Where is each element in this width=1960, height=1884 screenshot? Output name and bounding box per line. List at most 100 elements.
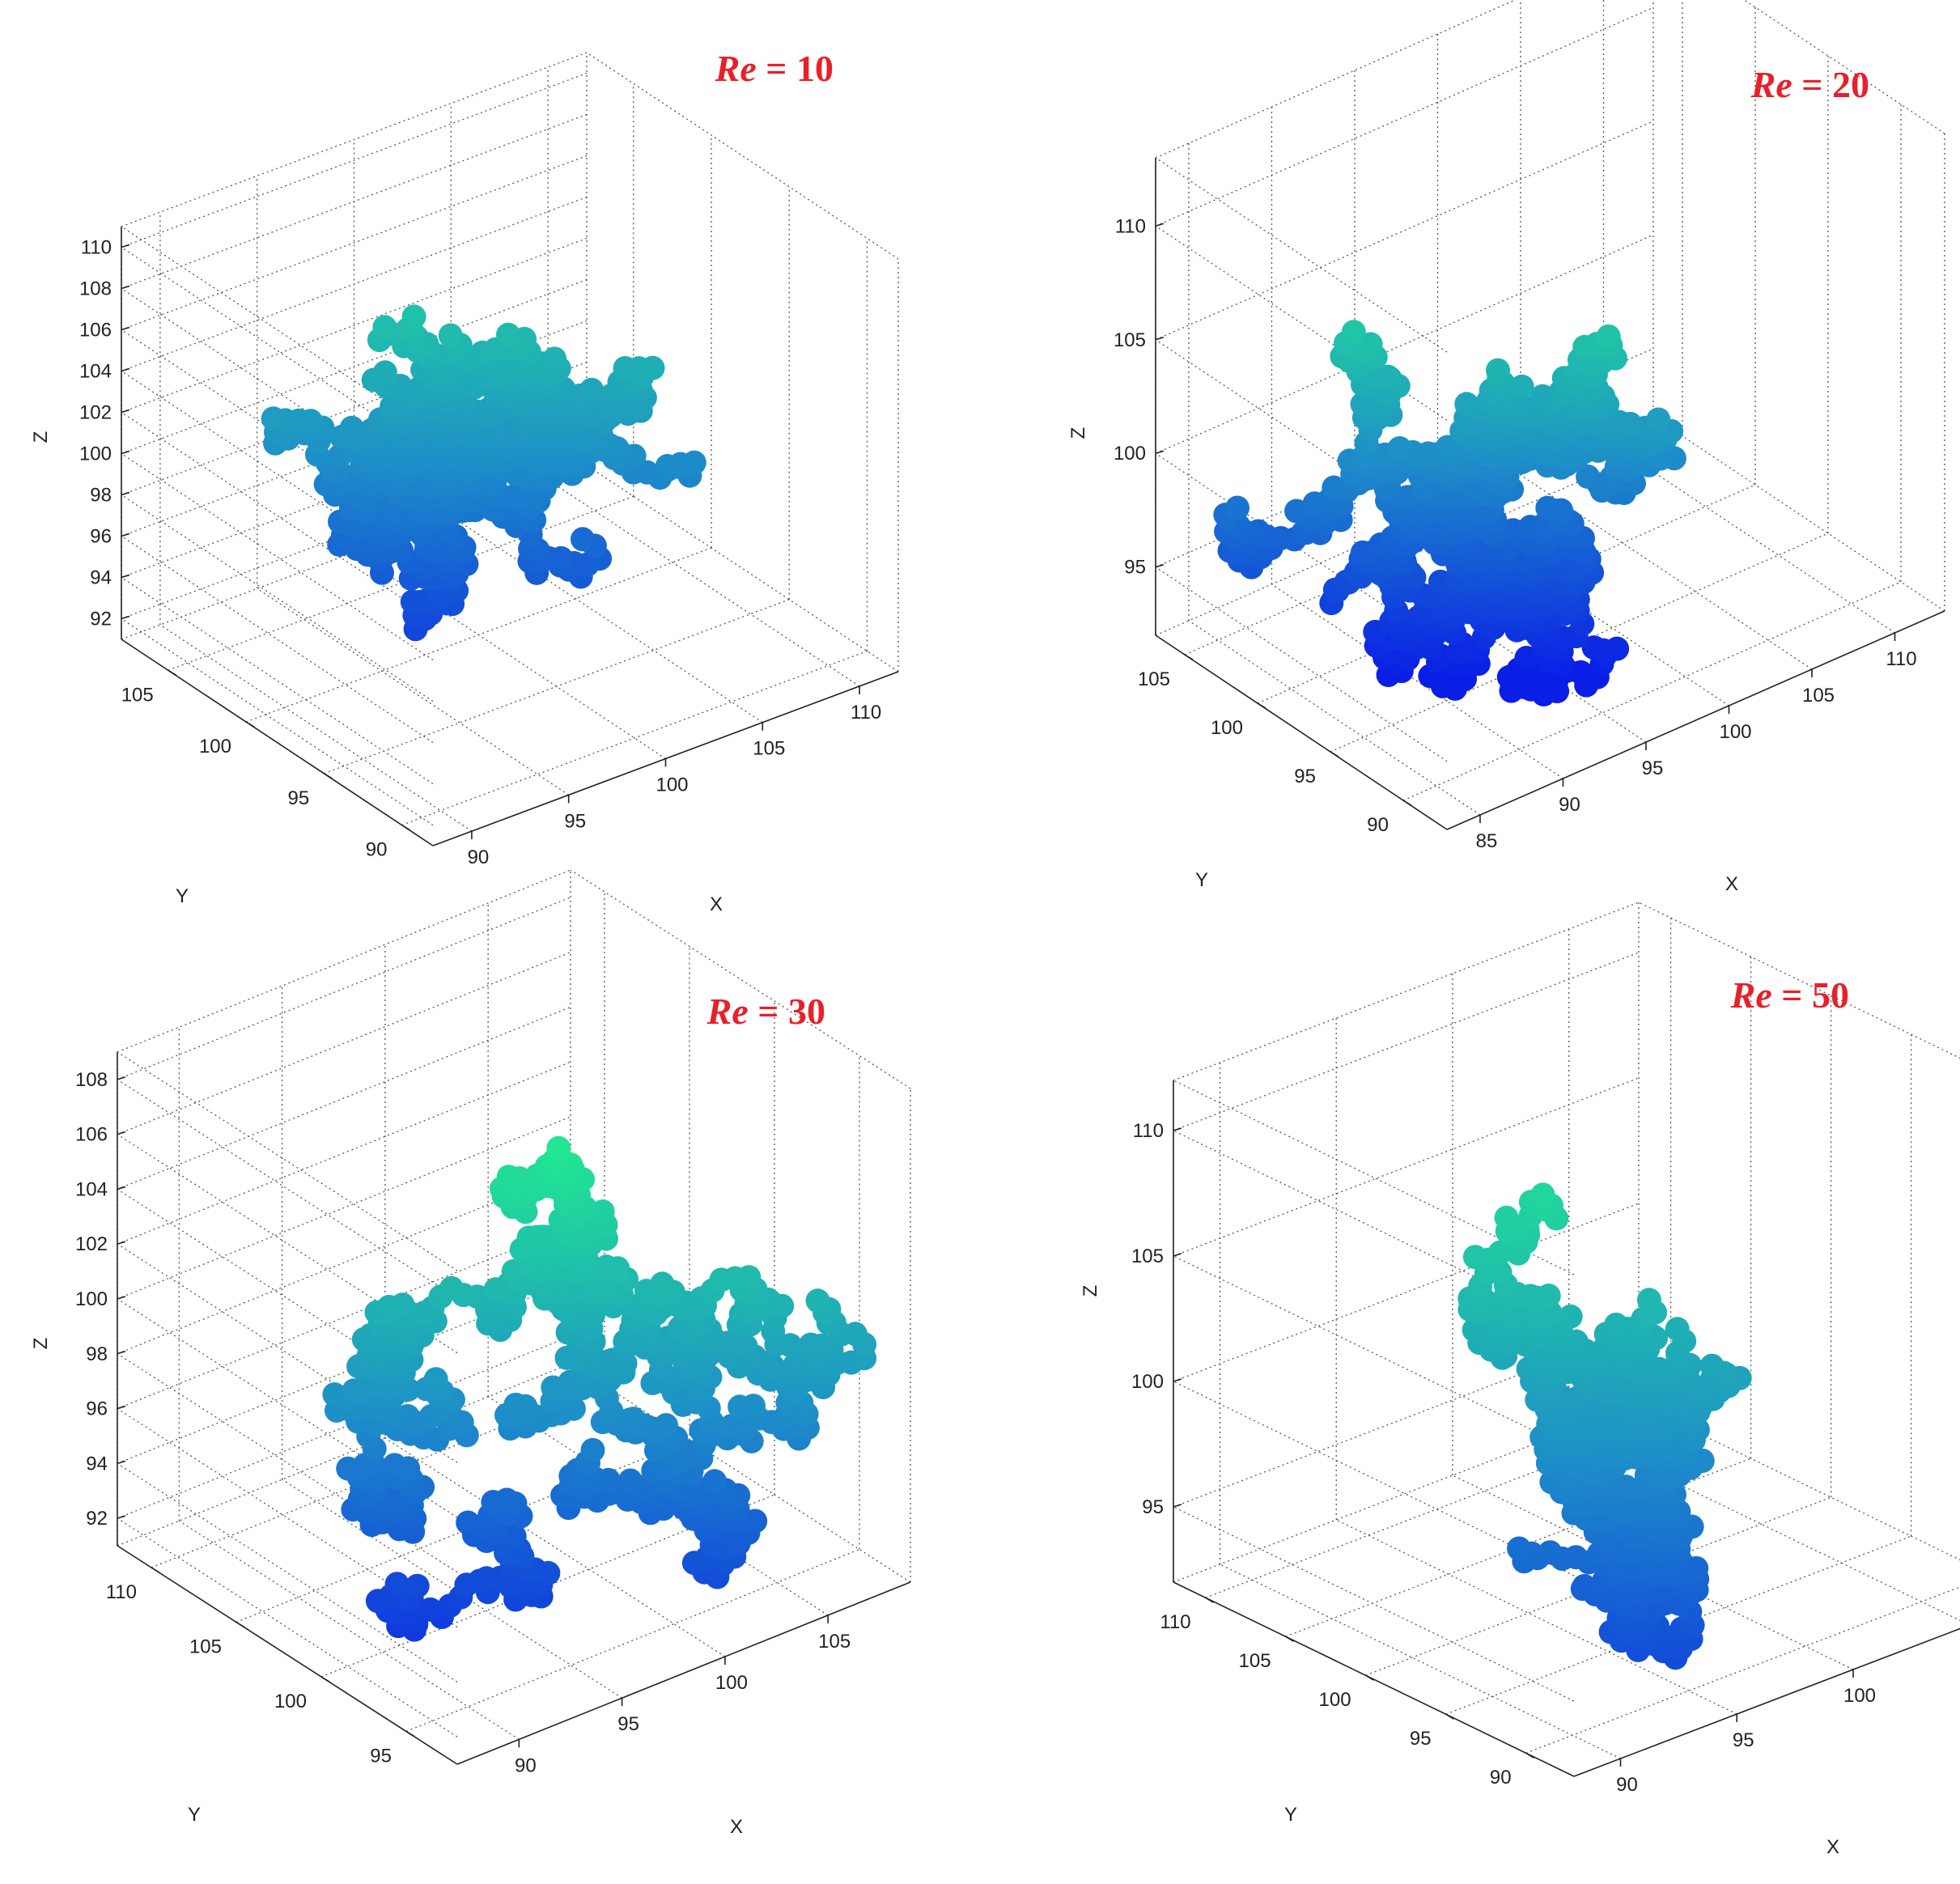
particle: [1387, 436, 1412, 460]
particle: [382, 1453, 407, 1478]
x-axis-line: [456, 1581, 911, 1765]
x-axis-line: [1446, 610, 1945, 830]
x-axis-label: X: [1725, 873, 1738, 895]
grid-line: [1155, 566, 1448, 762]
z-tick: [121, 244, 130, 248]
z-tick: [1173, 1127, 1182, 1131]
y-tick-label: 110: [1160, 1611, 1190, 1633]
y-tick: [1445, 1713, 1455, 1720]
particle: [1454, 392, 1479, 417]
grid-line: [450, 516, 763, 723]
particle: [372, 360, 397, 385]
x-tick-label: 105: [818, 1631, 851, 1653]
grid-line: [586, 465, 899, 673]
x-tick-label: 95: [564, 810, 586, 832]
grid-line: [121, 237, 588, 414]
grid-line: [1257, 484, 1756, 704]
z-tick-label: 100: [75, 1288, 108, 1310]
grid-line: [121, 452, 434, 661]
particle: [650, 1271, 675, 1296]
grid-line: [324, 599, 790, 774]
grid-line: [405, 1548, 860, 1733]
y-tick: [1402, 800, 1412, 806]
grid-line: [1220, 1564, 1621, 1759]
grid-line: [179, 1520, 520, 1740]
grid-line: [117, 1225, 571, 1410]
particle-cloud: [261, 304, 706, 642]
grid-line: [586, 52, 899, 260]
particle: [1530, 1182, 1555, 1207]
x-axis-label: X: [730, 1816, 743, 1838]
panel-re-20: 85 90 95 100 105 110 90 95 100 105 95 100 105 110 X Y Z R…: [1067, 0, 1945, 895]
particle: [1605, 636, 1630, 661]
grid-line: [117, 1079, 458, 1299]
z-tick: [117, 1405, 126, 1410]
particle-cloud: [1457, 1182, 1752, 1670]
particle: [621, 1407, 646, 1432]
particle: [681, 450, 706, 475]
y-axis-line: [1173, 1581, 1575, 1777]
y-tick: [1184, 654, 1194, 660]
y-tick: [320, 1676, 330, 1682]
particle: [1322, 475, 1347, 500]
particle: [322, 1382, 347, 1407]
particle: [702, 1469, 728, 1494]
z-tick: [117, 1076, 126, 1080]
z-tick: [117, 1241, 126, 1245]
particle: [1665, 1317, 1690, 1342]
particle: [1245, 519, 1271, 544]
particle: [1358, 332, 1383, 357]
particle: [423, 1367, 448, 1392]
particle: [1435, 435, 1460, 460]
grid-line: [121, 246, 434, 455]
particle: [842, 1322, 868, 1347]
z-tick-label: 94: [86, 1453, 108, 1475]
panel-re-50: 9095100105909510010511095100105110XYZRe …: [1080, 902, 1960, 1858]
particle: [1699, 1353, 1725, 1378]
y-tick: [235, 1621, 245, 1628]
z-tick: [117, 1131, 126, 1135]
z-tick: [117, 1460, 126, 1465]
z-tick: [121, 450, 130, 455]
y-tick: [1257, 702, 1266, 709]
grid-line: [257, 588, 570, 796]
z-tick-label: 100: [1114, 443, 1146, 465]
y-axis-label: Y: [1284, 1804, 1297, 1826]
grid-line: [1173, 902, 1640, 1081]
grid-line: [1173, 1203, 1640, 1382]
y-tick: [245, 721, 255, 728]
panel-title: Re = 20: [1750, 64, 1869, 105]
grid-line: [117, 1280, 571, 1464]
z-tick: [1155, 563, 1165, 568]
x-axis-label: X: [1826, 1836, 1839, 1858]
y-axis-line: [117, 1545, 458, 1765]
y-tick-label: 95: [1294, 766, 1316, 787]
grid-line: [1173, 1255, 1575, 1451]
z-axis-label: Z: [30, 1338, 52, 1350]
grid-line: [245, 547, 712, 723]
x-tick-label: 90: [1616, 1774, 1638, 1796]
particle: [1576, 465, 1601, 489]
z-axis-label: Z: [1080, 1285, 1101, 1297]
y-tick-label: 90: [1367, 814, 1389, 836]
x-tick-label: 95: [1642, 757, 1664, 779]
z-tick: [1173, 1378, 1182, 1382]
particle: [798, 1332, 823, 1357]
y-axis-line: [1155, 634, 1448, 830]
grid-line: [1173, 1077, 1640, 1257]
y-axis-label: Y: [188, 1804, 201, 1826]
particle: [405, 1573, 430, 1598]
y-tick-label: 100: [1319, 1689, 1351, 1711]
y-tick-label: 95: [370, 1746, 392, 1767]
particle: [594, 1254, 619, 1279]
z-tick-label: 108: [79, 278, 112, 300]
particle: [502, 1524, 527, 1549]
grid-line: [121, 576, 434, 785]
x-tick-label: 100: [715, 1672, 748, 1694]
grid-line: [1173, 1403, 1640, 1583]
y-axis-label: Y: [1195, 869, 1208, 891]
grid-line: [1452, 1475, 1854, 1670]
z-tick-label: 108: [75, 1069, 108, 1091]
z-tick-label: 102: [79, 402, 112, 424]
x-tick-label: 90: [1559, 794, 1580, 816]
